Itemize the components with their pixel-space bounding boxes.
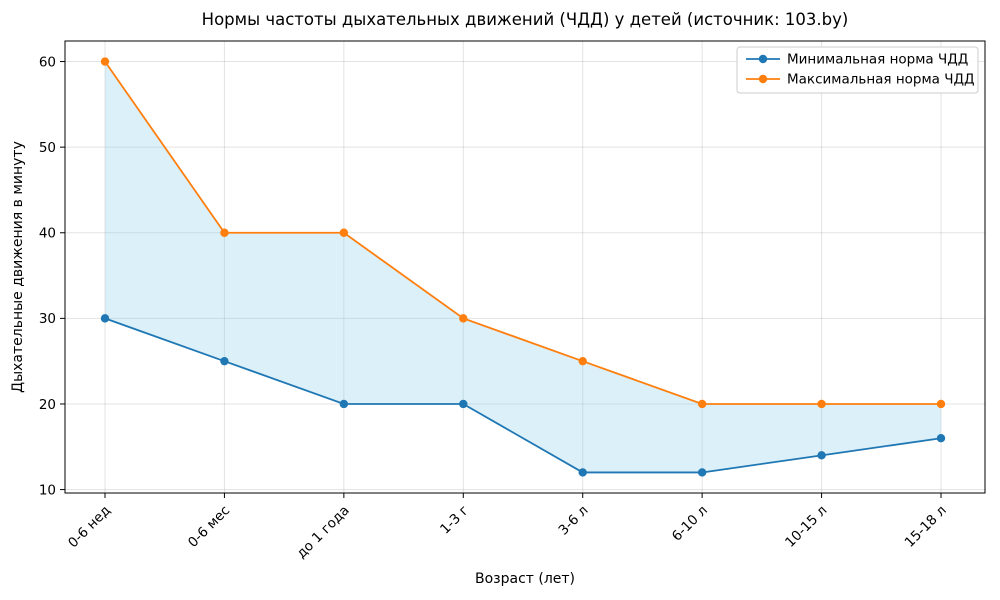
fill-between-polygon	[105, 61, 941, 473]
data-point	[100, 314, 110, 323]
y-tick-label: 30	[39, 311, 56, 327]
legend-swatch-marker	[758, 54, 768, 64]
y-tick-label: 40	[39, 226, 56, 242]
data-point	[339, 228, 349, 237]
x-tick-label: до 1 года	[293, 503, 352, 562]
data-point	[817, 399, 826, 409]
x-tick-label: 15-18 л	[902, 503, 950, 551]
legend: Минимальная норма ЧДД Максимальная норма …	[736, 46, 979, 94]
data-point	[936, 434, 946, 443]
x-tick-label: 6-10 л	[669, 503, 711, 545]
series-line-1	[104, 61, 941, 405]
data-point	[578, 468, 587, 477]
data-point	[697, 399, 707, 409]
x-tick-label: 0-6 мес	[185, 503, 233, 551]
data-point	[220, 228, 229, 237]
fill-between-area	[105, 61, 941, 473]
legend-item-label: Максимальная норма ЧДД	[787, 72, 975, 88]
chart-title: Нормы частоты дыхательных движений (ЧДД)…	[202, 10, 849, 29]
data-point	[578, 356, 587, 366]
data-point	[697, 468, 707, 477]
legend-box	[736, 46, 979, 94]
y-tick-label: 20	[39, 397, 56, 413]
data-point	[100, 57, 110, 66]
x-axis-label: Возраст (лет)	[475, 571, 575, 587]
y-tick-label: 10	[39, 482, 56, 498]
data-point	[339, 399, 349, 409]
data-point	[459, 399, 468, 409]
x-tick-label: 10-15 л	[782, 503, 830, 551]
y-tick-label: 60	[39, 54, 56, 70]
legend-item-label: Минимальная норма ЧДД	[787, 52, 968, 68]
y-tick-label: 50	[39, 140, 56, 156]
y-axis-label: Дыхательные движения в минуту	[10, 141, 26, 393]
x-tick-label: 0-6 нед	[65, 503, 114, 552]
grid-layer	[65, 41, 985, 493]
data-point	[817, 451, 826, 460]
x-tick-label: 1-3 г	[437, 503, 472, 538]
x-tick-label: 3-6 л	[555, 503, 591, 539]
axes-box	[64, 40, 986, 494]
legend-swatch-marker	[758, 74, 768, 84]
data-point	[220, 356, 229, 366]
series-layer	[100, 57, 946, 477]
data-point	[936, 399, 946, 409]
data-point	[459, 314, 468, 323]
series-line-0	[104, 317, 942, 474]
